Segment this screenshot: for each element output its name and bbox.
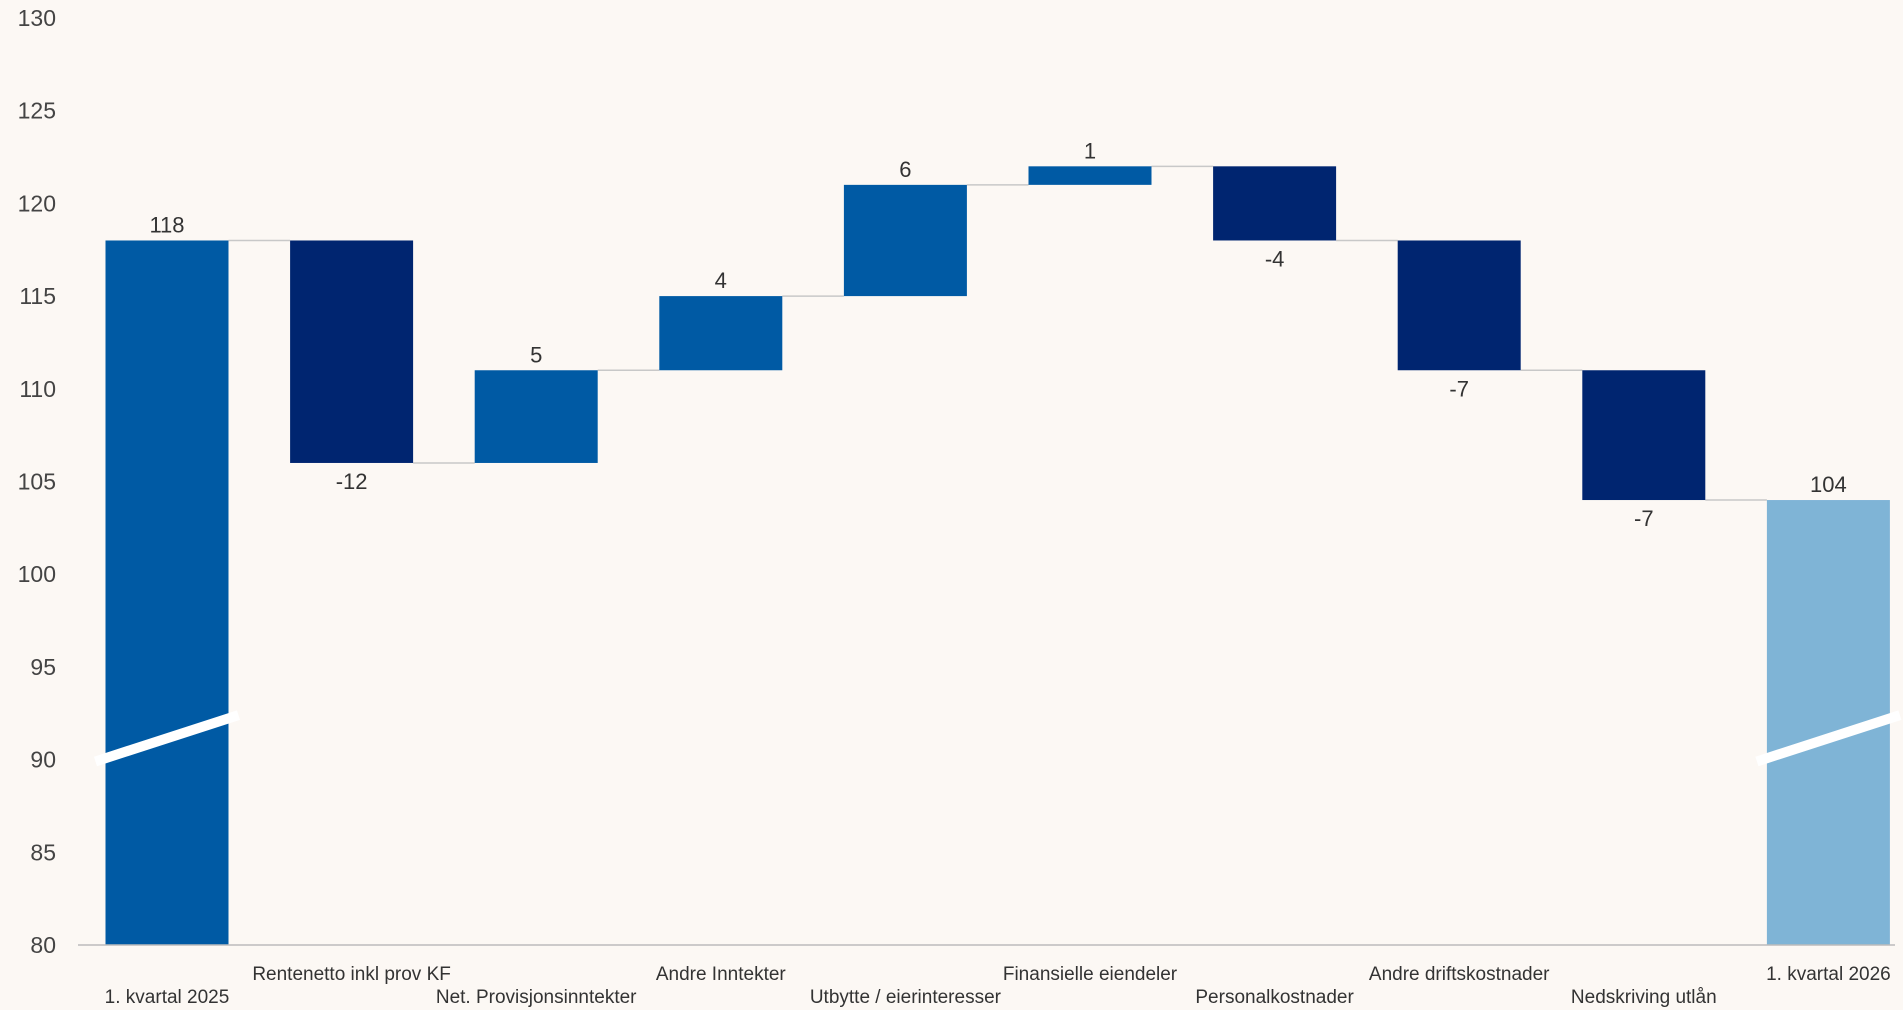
bar-8 xyxy=(1397,240,1521,371)
category-label: Rentenetto inkl prov KF xyxy=(252,964,451,985)
category-label: Utbytte / eierinteresser xyxy=(810,987,1002,1008)
value-label: 5 xyxy=(530,342,542,367)
value-label: 4 xyxy=(715,268,727,293)
category-label: Nedskriving utlån xyxy=(1571,987,1717,1008)
bar-9 xyxy=(1582,370,1706,501)
y-tick-label: 120 xyxy=(18,190,56,216)
value-label: -7 xyxy=(1634,506,1654,531)
y-tick-label: 85 xyxy=(30,839,56,865)
y-tick-label: 80 xyxy=(30,932,56,958)
y-tick-label: 110 xyxy=(19,376,56,402)
y-tick-label: 115 xyxy=(19,283,56,309)
category-label: Net. Provisjonsinntekter xyxy=(436,987,637,1008)
axis-break-mark xyxy=(93,710,241,767)
category-label: Finansielle eiendeler xyxy=(1003,964,1178,985)
axis-break-mark xyxy=(1755,710,1902,767)
category-label: 1. kvartal 2025 xyxy=(105,987,230,1008)
value-label: 1 xyxy=(1084,138,1096,163)
bar-1 xyxy=(105,240,229,946)
y-tick-label: 130 xyxy=(18,5,56,31)
bar-5 xyxy=(843,184,967,297)
value-label: -7 xyxy=(1449,376,1469,401)
y-tick-label: 90 xyxy=(30,747,56,773)
bar-6 xyxy=(1028,166,1152,185)
value-label: 6 xyxy=(899,157,911,182)
category-label: Andre Inntekter xyxy=(656,964,787,985)
value-label: -4 xyxy=(1265,246,1285,271)
y-tick-label: 105 xyxy=(18,469,56,495)
y-tick-label: 125 xyxy=(18,98,56,124)
category-label: Andre driftskostnader xyxy=(1369,964,1550,985)
category-label: Personalkostnader xyxy=(1195,987,1354,1008)
bar-2 xyxy=(290,240,414,463)
value-label: 118 xyxy=(149,212,184,237)
y-tick-label: 95 xyxy=(30,654,56,680)
category-label: 1. kvartal 2026 xyxy=(1766,964,1891,985)
value-label: -12 xyxy=(336,469,368,494)
bar-4 xyxy=(659,296,783,371)
value-label: 104 xyxy=(1810,472,1847,497)
bar-7 xyxy=(1213,166,1337,241)
bar-3 xyxy=(474,370,598,463)
y-tick-label: 100 xyxy=(18,561,56,587)
